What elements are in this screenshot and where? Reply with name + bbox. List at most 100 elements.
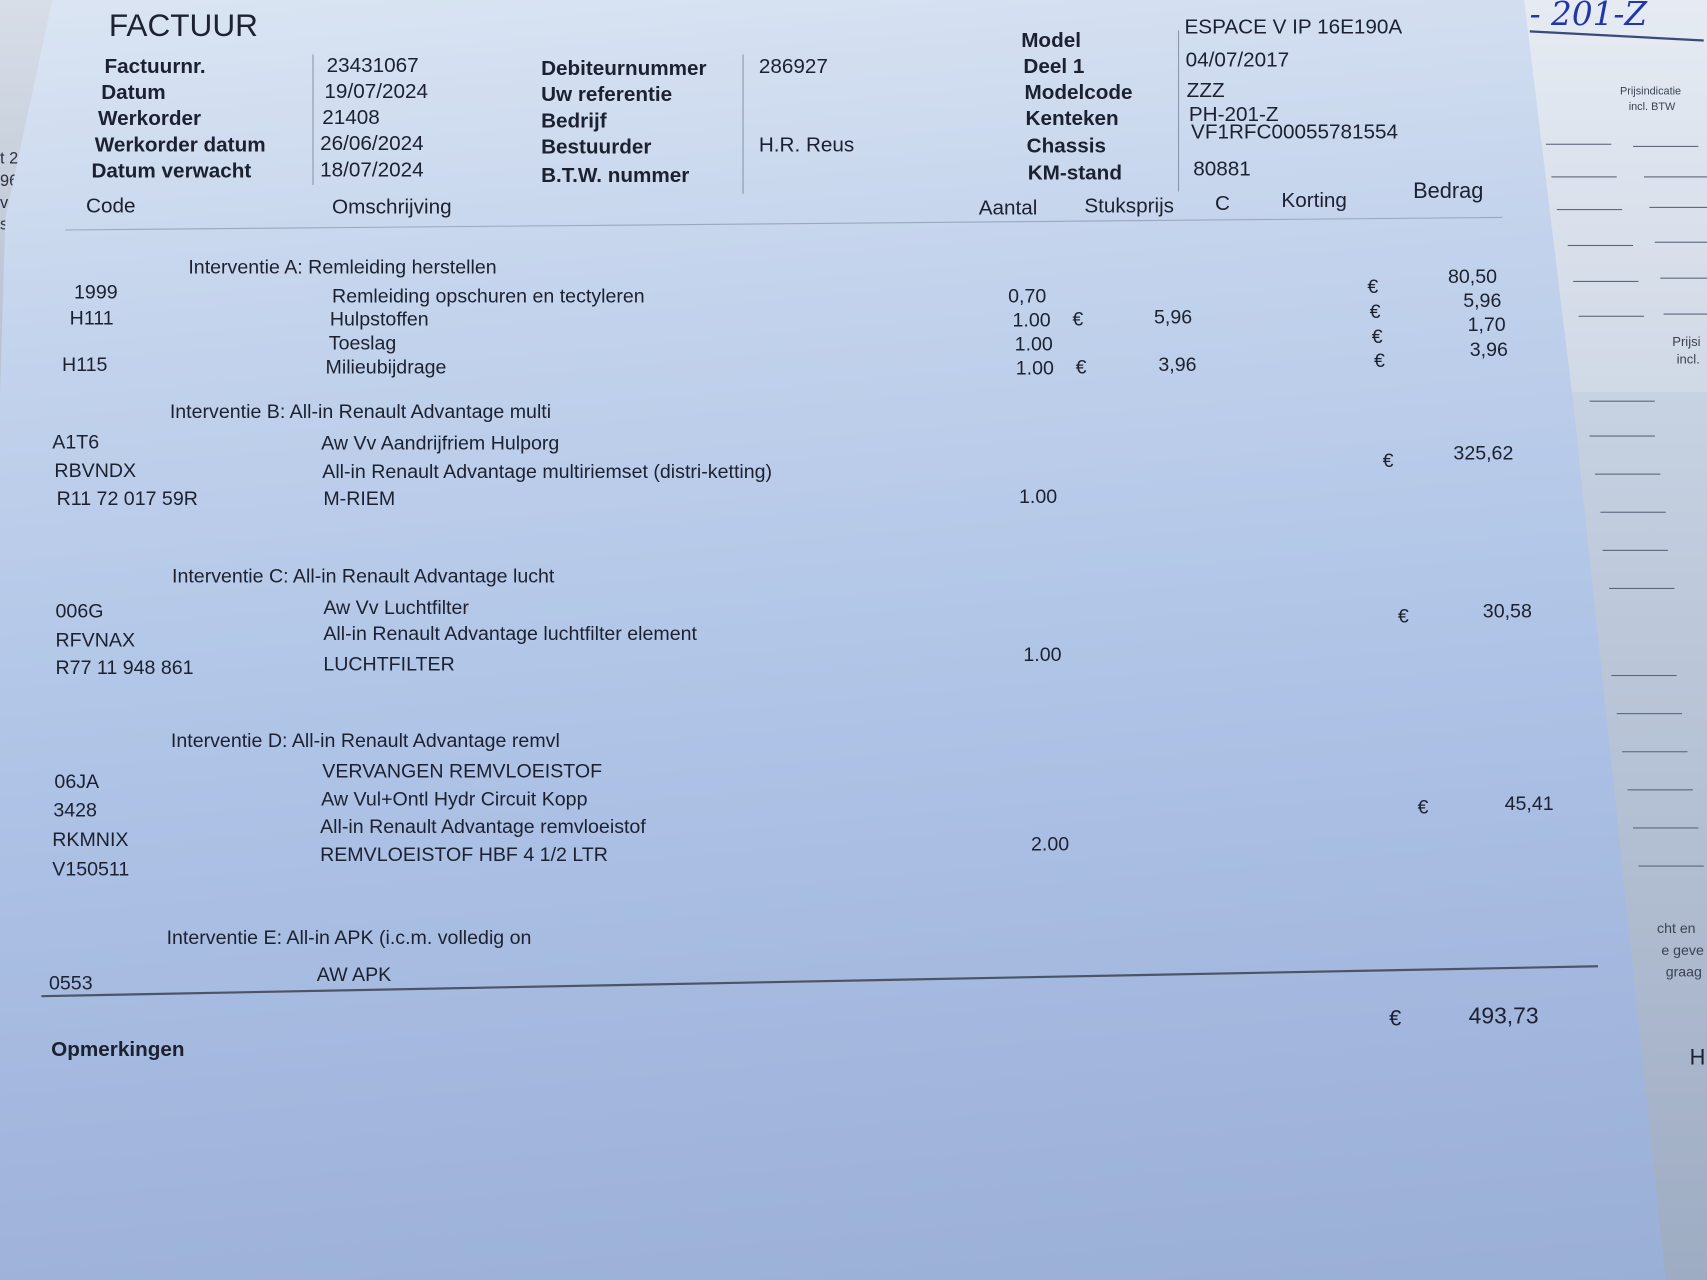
intervention-quantity: 1.00 [1019,485,1058,508]
header-label: Kenteken [1025,107,1119,131]
line-quantity: 1.00 [1015,357,1054,379]
line-description: Toeslag [328,332,397,354]
line-quantity: 1.00 [1012,309,1051,331]
form-line [1609,587,1675,589]
handwritten-plate: - 201-Z [1529,0,1648,34]
form-line [1573,280,1639,282]
form-line [1600,511,1666,513]
header-label: Bedrijf [541,109,607,133]
intervention-title: Interventie D: All-in Renault Advantage … [170,729,560,752]
intervention-quantity: 1.00 [1023,643,1062,666]
line-amount: 3,96 [1469,338,1508,361]
line-description: Hulpstoffen [329,308,429,330]
form-line [1622,751,1688,753]
line-quantity: 0,70 [1008,285,1047,308]
header-value: 18/07/2024 [320,158,424,182]
line-quantity: 1.00 [1014,333,1053,355]
amount-currency: € [1373,349,1385,372]
header-label: Chassis [1026,134,1106,158]
header-value: VF1RFC00055781554 [1191,120,1399,144]
header-value: 19/07/2024 [324,80,428,104]
line-description: Aw Vul+Ontl Hydr Circuit Kopp [321,788,588,810]
line-description: Milieubijdrage [325,356,447,378]
col-header-discount: Korting [1281,189,1347,213]
header-label: Model [1021,29,1081,53]
intervention-title: Interventie C: All-in Renault Advantage … [172,565,555,587]
line-code: R11 72 017 59R [56,487,198,510]
line-code: 006G [55,599,104,622]
form-line [1567,244,1634,247]
line-description: All-in Renault Advantage remvloeistof [320,815,646,838]
intervention-amount: 45,41 [1504,792,1554,815]
right-fragment: cht en [1657,919,1696,937]
form-line [1633,827,1699,829]
amount-currency: € [1417,795,1429,818]
form-line [1551,176,1617,178]
amount-currency: € [1367,275,1379,298]
header-label: Werkorder [97,107,202,131]
line-code: 3428 [53,799,97,821]
header-label: KM-stand [1027,162,1122,186]
total-currency: € [1389,1007,1402,1031]
amount-currency: € [1369,300,1381,323]
total-amount: 493,73 [1468,1003,1539,1029]
header-label: Werkorder datum [94,133,266,157]
remarks-label: Opmerkingen [51,1038,185,1062]
intervention-amount: 30,58 [1482,599,1532,622]
right-fragment: graag [1665,963,1702,980]
header-value: 23431067 [326,54,419,78]
header-value: 21408 [322,106,380,130]
form-line [1611,674,1677,677]
invoice-title: FACTUUR [108,8,258,44]
line-code: 0553 [48,972,93,994]
line-unit-price: 5,96 [1154,305,1193,328]
line-amount: 1,70 [1467,313,1506,336]
right-fragment: e geve [1661,941,1704,959]
line-code: A1T6 [52,431,100,453]
col-header-quantity: Aantal [978,197,1038,220]
amount-currency: € [1382,449,1394,472]
intervention-title: Interventie E: All-in APK (i.c.m. volled… [166,926,532,949]
header-label: Datum [101,81,166,105]
form-line [1616,713,1683,715]
line-code: H111 [69,307,114,329]
form-line [1589,400,1655,402]
line-description: LUCHTFILTER [323,653,455,675]
form-line [1578,315,1644,317]
form-line [1633,145,1699,147]
header-value: H.R. Reus [758,133,855,157]
col-header-amount: Bedrag [1413,179,1484,204]
form-line [1556,209,1623,211]
header-label: Factuurnr. [104,55,206,79]
header-label: Modelcode [1024,81,1133,105]
form-line [1649,206,1707,208]
form-line [1594,473,1661,475]
header-label: Bestuurder [541,136,652,159]
header-value: 04/07/2017 [1185,48,1290,72]
line-description: REMVLOEISTOF HBF 4 1/2 LTR [320,843,608,866]
amount-currency: € [1371,325,1383,348]
line-description: Aw Vv Luchtfilter [323,596,469,619]
form-line [1643,176,1707,178]
line-description: Remleiding opschuren en tectyleren [332,285,645,308]
unit-price-currency: € [1072,308,1084,330]
line-code: 1999 [74,280,118,303]
intervention-title: Interventie B: All-in Renault Advantage … [169,400,552,423]
form-line [1638,865,1704,867]
line-code: RKMNIX [52,828,129,851]
line-description: VERVANGEN REMVLOEISTOF [322,759,603,782]
header-label: Debiteurnummer [541,57,707,81]
col-header-description: Omschrijving [332,195,452,219]
line-code: RFVNAX [55,629,136,652]
unit-price-currency: € [1075,356,1087,378]
price-note-fragment: incl. [1676,351,1700,367]
line-description: M-RIEM [323,487,396,510]
line-description: All-in Renault Advantage multiriemset (d… [322,460,773,483]
header-value: PH-201-Z [1188,103,1279,127]
line-code: V150511 [52,857,130,880]
line-description: All-in Renault Advantage luchtfilter ele… [323,622,697,645]
header-value: 286927 [758,55,828,79]
column-divider [312,54,314,186]
line-code: R77 11 948 861 [55,656,194,679]
